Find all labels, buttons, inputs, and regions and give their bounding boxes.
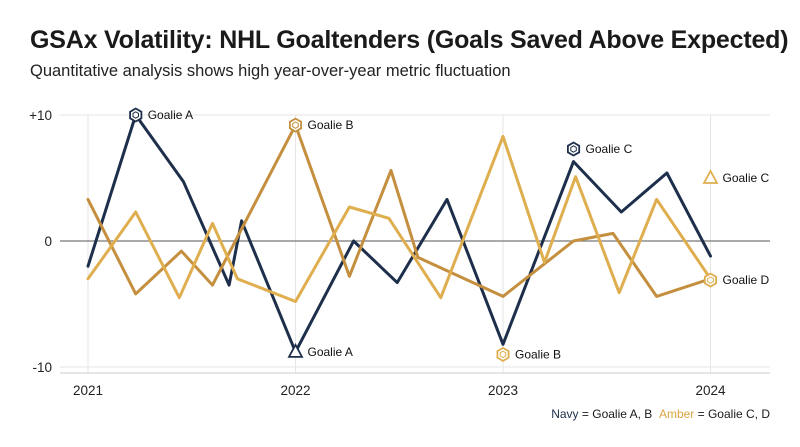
annotation-goalie-b: Goalie B	[288, 117, 354, 133]
annotation-label: Goalie C	[586, 142, 633, 156]
annotation-goalie-d: Goalie D	[704, 272, 770, 288]
x-tick-label: 2021	[73, 383, 103, 398]
hexagon-marker	[496, 346, 510, 362]
hexagon-marker	[704, 272, 717, 288]
series-line-1	[86, 113, 712, 354]
annotation-label: Goalie D	[723, 273, 770, 287]
annotation-label: Goalie B	[308, 118, 354, 132]
chart-title: GSAx Volatility: NHL Goaltenders (Goals …	[30, 26, 789, 54]
hexagon-inner-mark	[499, 350, 507, 359]
y-tick-label: -10	[32, 360, 52, 375]
series-line-3	[86, 134, 712, 303]
x-tick-label: 2022	[280, 383, 310, 398]
annotations: Goalie A Goalie A Goalie C Goalie B Goalie B…	[129, 107, 770, 362]
x-tick-label: 2024	[695, 383, 726, 398]
annotation-label: Goalie B	[515, 347, 561, 361]
y-tick-label: 0	[44, 234, 52, 249]
chart-subtitle: Quantitative analysis shows high year-ov…	[30, 62, 511, 80]
hexagon-inner-mark	[707, 276, 714, 284]
annotation-label: Goalie C	[723, 171, 770, 185]
annotation-goalie-c: Goalie C	[702, 169, 770, 185]
x-tick-label: 2023	[488, 383, 518, 398]
series-line-2	[86, 123, 712, 298]
annotation-label: Goalie A	[308, 345, 353, 359]
color-key-note: Navy = Goalie A, B Amber = Goalie C, D	[551, 407, 770, 421]
legend-amber-word: Amber	[658, 407, 695, 421]
legend-amber-text: = Goalie C, D	[694, 407, 770, 421]
series-lines	[86, 113, 712, 354]
hexagon-inner-mark	[132, 111, 139, 119]
annotation-goalie-a: Goalie A	[129, 107, 193, 123]
hexagon-marker	[129, 107, 143, 123]
hexagon-inner-mark	[570, 145, 577, 153]
hexagon-inner-mark	[292, 121, 299, 129]
hexagon-marker	[288, 117, 303, 133]
triangle-marker	[702, 169, 719, 184]
y-tick-label: +10	[29, 108, 52, 123]
annotation-goalie-a: Goalie A	[287, 342, 353, 359]
hexagon-marker	[567, 141, 581, 157]
triangle-marker	[287, 342, 304, 358]
axis-ticks: +10 0 -10 2021 2022 2023 2024	[29, 108, 726, 398]
grid	[60, 114, 770, 374]
annotation-goalie-c: Goalie C	[567, 141, 633, 157]
annotation-goalie-b: Goalie B	[496, 346, 561, 362]
legend-navy-text: = Goalie A, B	[578, 407, 653, 421]
annotation-label: Goalie A	[148, 108, 193, 122]
legend-navy-word: Navy	[551, 407, 579, 421]
